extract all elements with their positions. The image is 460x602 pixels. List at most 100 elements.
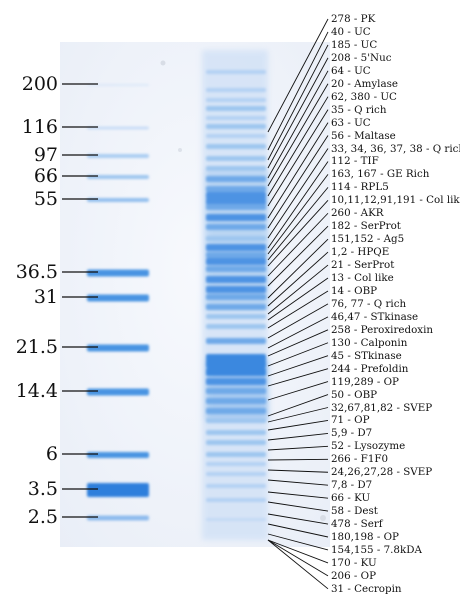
gel-dust-spot [178,148,182,152]
callout-line [267,513,329,525]
band-annotation-label: 31 - Cecropin [331,582,402,595]
band-annotation-label: 32,67,81,82 - SVEP [331,401,433,414]
ladder-band [87,388,149,396]
ladder-band [87,154,149,158]
callout-line [267,420,329,431]
ladder-lane [87,84,149,521]
ladder-band [87,294,149,302]
band-annotation-label: 56 - Maltase [331,129,396,142]
callout-line [267,109,329,207]
callout-line [267,539,329,564]
callout-line [267,148,329,239]
ladder-band [87,84,149,86]
sample-band [206,518,266,521]
band-annotation-label: 244 - Prefoldin [331,362,409,375]
mw-label: 97 [33,144,58,166]
callout-line [267,70,329,179]
band-annotation-label: 40 - UC [331,25,371,38]
band-annotation-label: 76, 77 - Q rich [331,297,407,310]
sample-band [206,378,266,385]
sample-band [206,214,266,221]
sample-band [206,236,266,241]
gel-dust-spot [160,60,166,66]
sample-band [206,266,266,272]
sample-band [206,252,266,258]
callout-line [267,303,329,339]
sample-band [206,144,266,149]
ladder-band [87,515,149,521]
ladder-band [87,269,149,277]
callout-lines [267,18,329,590]
callout-line [267,458,329,461]
band-annotation-label: 45 - STkinase [331,349,402,362]
sample-band [206,192,266,199]
sample-band [206,258,266,265]
mw-label: 2.5 [27,506,58,528]
callout-line [267,316,329,349]
band-annotation-label: 266 - F1F0 [331,453,389,466]
callout-line [267,381,329,401]
sample-band [206,388,266,394]
callout-line [267,469,329,473]
callout-line [267,18,329,133]
callout-line [267,96,329,197]
marker-ticks [62,83,98,518]
band-annotation-label: 20 - Amylase [331,77,398,90]
gel-dust-spot [320,515,326,521]
band-annotation-label: 208 - 5'Nuc [331,51,392,64]
band-annotation-label: 180,198 - OP [331,531,399,543]
band-annotation-label: 58 - Dest [331,505,378,518]
callout-line [267,523,329,538]
callout-line [267,187,329,261]
sample-band [206,186,266,192]
sample-band [206,418,266,423]
mw-label: 200 [21,73,58,95]
band-annotation-label: 66 - KU [331,492,371,505]
sample-band [206,124,266,129]
ladder-band [87,452,149,458]
band-annotation-label: 7,8 - D7 [331,479,373,492]
callout-line [267,394,329,417]
band-annotation-label: 35 - Q rich [331,103,387,116]
sample-band [206,338,266,344]
sample-lane [206,70,266,521]
band-annotation-label: 170 - KU [331,556,377,569]
callout-line [267,290,329,329]
sample-band [206,244,266,251]
mw-label: 21.5 [15,336,58,358]
band-annotation-label: 33, 34, 36, 37, 38 - Q rich [331,142,460,155]
callout-line [267,342,329,367]
ladder-band [87,344,149,352]
callout-line [267,161,329,249]
sample-band [206,368,266,376]
sample-band [206,204,266,210]
ladder-band [87,175,149,179]
mw-label: 6 [45,443,58,465]
sample-band [206,286,266,293]
sample-band [206,440,266,445]
band-annotation-label: 130 - Calponin [331,336,408,349]
callout-line [267,355,329,377]
sample-band [206,324,266,329]
callout-line [267,368,329,387]
sample-band [206,472,266,476]
callout-line [267,501,329,512]
band-annotation-label: 46,47 - STkinase [331,310,419,323]
sample-band [206,176,266,182]
sample-band [206,134,266,138]
mw-label: 55 [33,188,58,210]
callout-line [267,44,329,161]
sample-band [206,276,266,283]
callout-line [267,264,329,315]
band-annotation-label: 119,289 - OP [331,375,399,388]
callout-line [267,174,329,255]
band-annotation-label: 13 - Col like [331,272,394,284]
ladder-band [87,483,149,497]
sample-band [206,484,266,488]
sample-band [206,408,266,414]
callout-line [267,533,329,551]
band-annotation-label: 21 - SerProt [331,259,395,272]
callout-line [267,329,329,357]
callout-line [267,225,329,287]
